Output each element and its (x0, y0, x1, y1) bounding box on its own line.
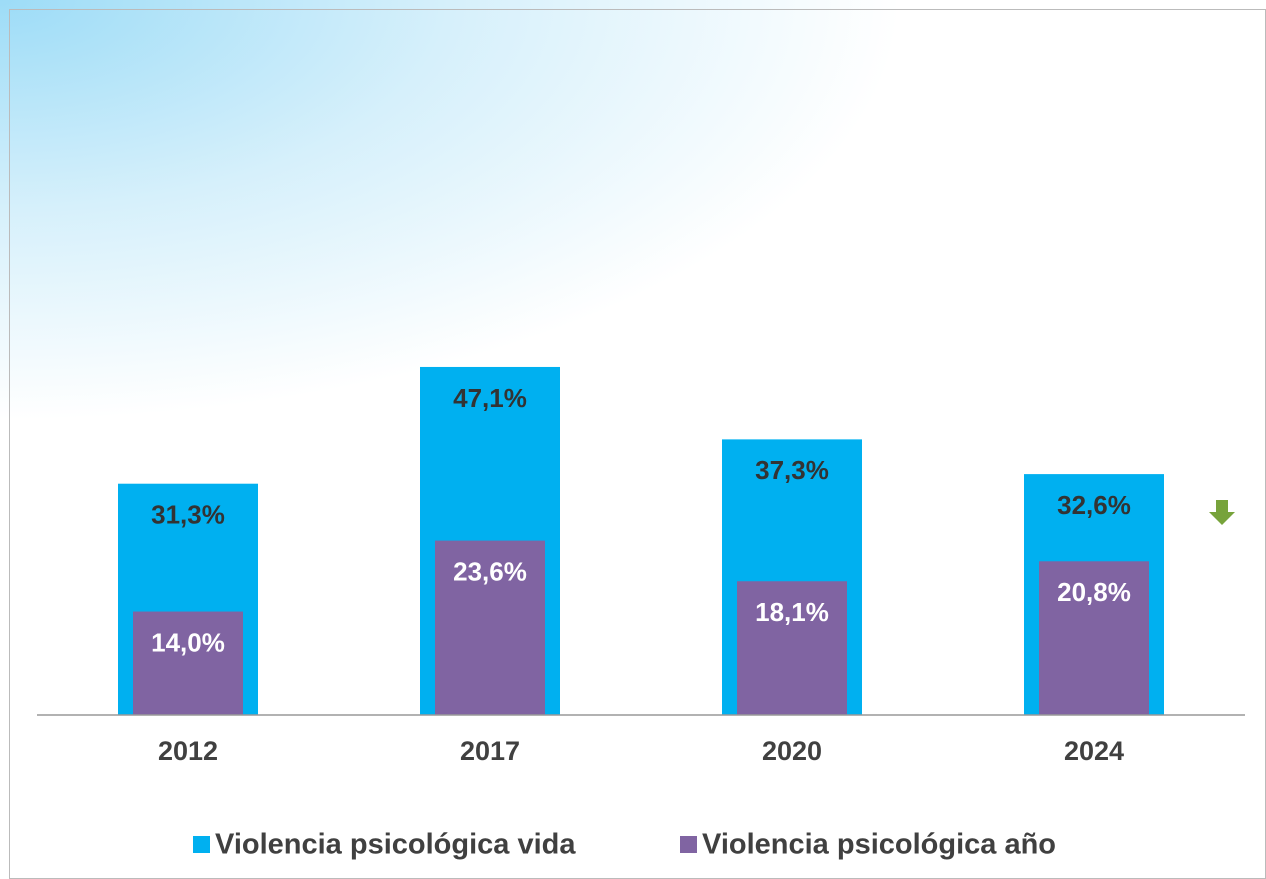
value-label: 47,1% (453, 383, 527, 413)
bar (1039, 561, 1149, 715)
value-label: 32,6% (1057, 490, 1131, 520)
value-label: 23,6% (453, 556, 527, 586)
bar (133, 611, 243, 715)
x-tick-label: 2017 (460, 736, 520, 766)
bar (435, 540, 545, 715)
legend-swatch (680, 836, 697, 853)
value-label: 31,3% (151, 500, 225, 530)
x-tick-label: 2020 (762, 736, 822, 766)
value-label: 20,8% (1057, 577, 1131, 607)
legend-label: Violencia psicológica año (702, 829, 1056, 861)
bar (737, 581, 847, 715)
value-label: 37,3% (755, 455, 829, 485)
value-label: 18,1% (755, 597, 829, 627)
legend-label: Violencia psicológica vida (215, 829, 576, 861)
x-tick-label: 2012 (158, 736, 218, 766)
x-tick-label: 2024 (1064, 736, 1124, 766)
value-label: 14,0% (151, 627, 225, 657)
down-arrow-icon (1209, 500, 1235, 525)
legend-swatch (193, 836, 210, 853)
